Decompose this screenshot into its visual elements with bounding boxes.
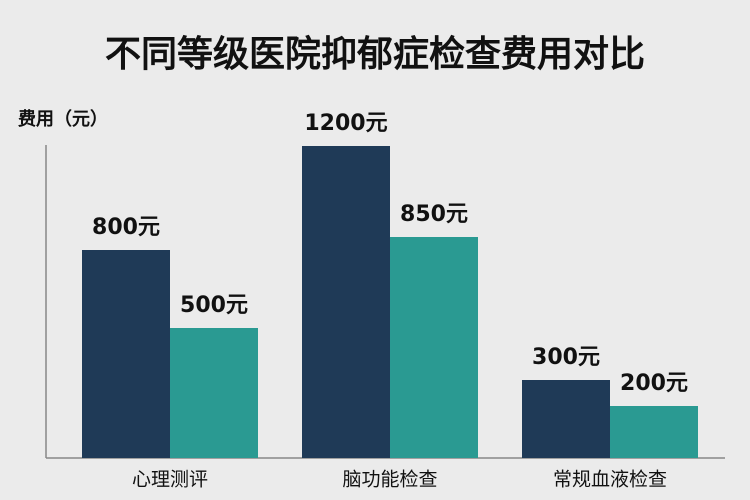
bar (522, 380, 610, 458)
bar (302, 146, 390, 458)
x-tick-label: 常规血液检查 (553, 469, 667, 491)
value-label: 200元 (620, 371, 688, 396)
value-label: 500元 (180, 293, 248, 318)
value-label: 800元 (92, 215, 160, 240)
chart-title: 不同等级医院抑郁症检查费用对比 (105, 34, 645, 75)
bar (610, 406, 698, 458)
bar (170, 328, 258, 458)
value-label: 300元 (532, 345, 600, 370)
y-axis-label: 费用（元） (18, 109, 108, 130)
value-label: 850元 (400, 202, 468, 227)
bar (390, 237, 478, 458)
x-tick-label: 脑功能检查 (342, 469, 437, 491)
x-tick-label: 心理测评 (132, 469, 208, 491)
bar (82, 250, 170, 458)
value-label: 1200元 (304, 111, 387, 136)
